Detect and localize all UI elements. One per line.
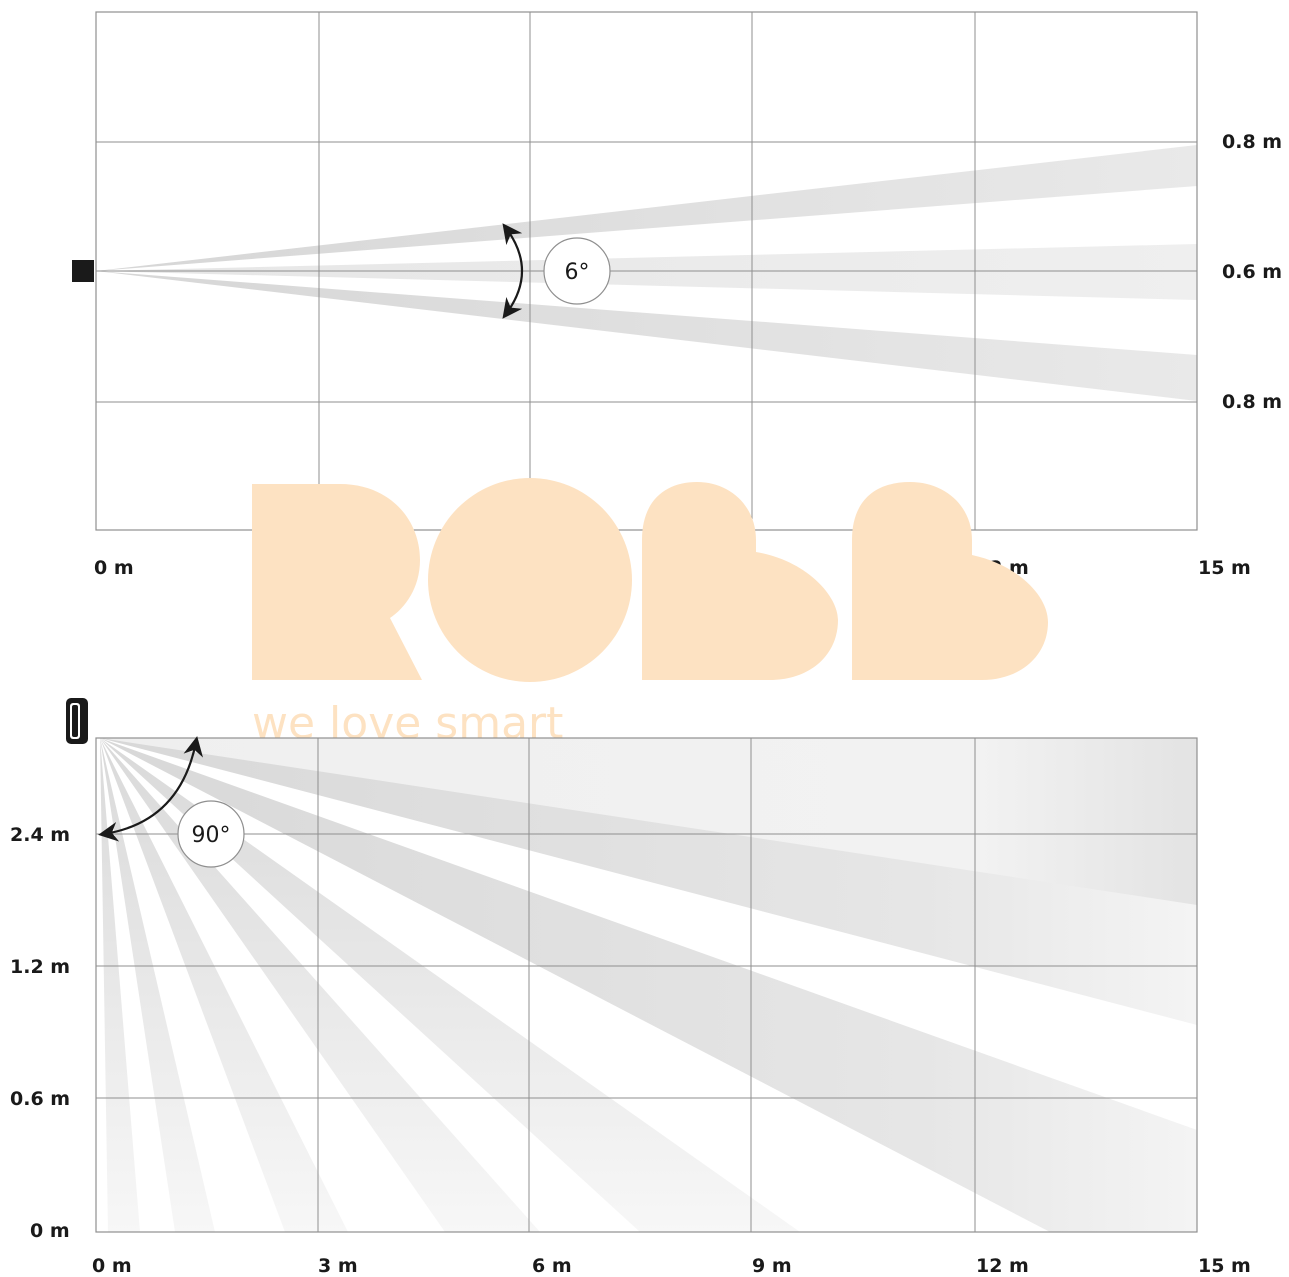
- watermark-letter-b2: [852, 482, 1048, 680]
- side-y-tick-2-4: 2.4 m: [10, 824, 70, 846]
- right-label-lower: 0.8 m: [1222, 391, 1282, 413]
- top-beams: [96, 145, 1197, 401]
- angle-label-90: 90°: [192, 823, 231, 848]
- side-frame: [95, 737, 1198, 1233]
- angle-badge: [543, 237, 611, 305]
- angle-label-6: 6°: [565, 260, 590, 285]
- top-grid: [96, 12, 1197, 530]
- angle-badge-90: [177, 800, 245, 868]
- watermark-letter-b1: [642, 482, 838, 680]
- top-x-tick-15: 15 m: [1198, 557, 1251, 579]
- right-label-upper: 0.8 m: [1222, 131, 1282, 153]
- beam-center: [96, 244, 1197, 300]
- side-beam-2: [100, 738, 1197, 1025]
- right-label-center: 0.6 m: [1222, 261, 1282, 283]
- side-grid: [96, 738, 1197, 1232]
- top-x-tick-0: 0 m: [94, 557, 134, 579]
- side-y-tick-0: 0 m: [30, 1220, 70, 1242]
- side-beam-7: [100, 738, 215, 1232]
- watermark-letter-o: [428, 478, 632, 682]
- watermark-letter-r: [252, 484, 422, 680]
- side-beams: [100, 738, 1197, 1232]
- side-x-tick-3: 3 m: [318, 1255, 358, 1277]
- side-beam-6: [100, 738, 348, 1232]
- side-x-tick-6: 6 m: [532, 1255, 572, 1277]
- angle-arc-90-icon: [98, 736, 203, 842]
- side-beam-8: [100, 738, 140, 1232]
- sensor-icon: [72, 260, 94, 282]
- side-x-tick-15: 15 m: [1198, 1255, 1251, 1277]
- side-beam-3: [100, 738, 1197, 1232]
- robb-watermark: we love smart: [252, 478, 1048, 749]
- side-x-tick-0: 0 m: [92, 1255, 132, 1277]
- side-y-tick-0-6: 0.6 m: [10, 1088, 70, 1110]
- beam-upper: [96, 145, 1197, 271]
- wall-sensor-icon: [66, 698, 88, 744]
- side-x-tick-12: 12 m: [976, 1255, 1029, 1277]
- angle-arc-icon: [502, 223, 523, 319]
- side-x-tick-9: 9 m: [752, 1255, 792, 1277]
- side-view: 90° 2.4 m 1.2 m 0.6 m 0 m 0 m 3 m 6 m 9 …: [10, 698, 1251, 1277]
- beam-lower: [96, 271, 1197, 401]
- side-y-tick-1-2: 1.2 m: [10, 956, 70, 978]
- side-beam-4: [100, 738, 800, 1232]
